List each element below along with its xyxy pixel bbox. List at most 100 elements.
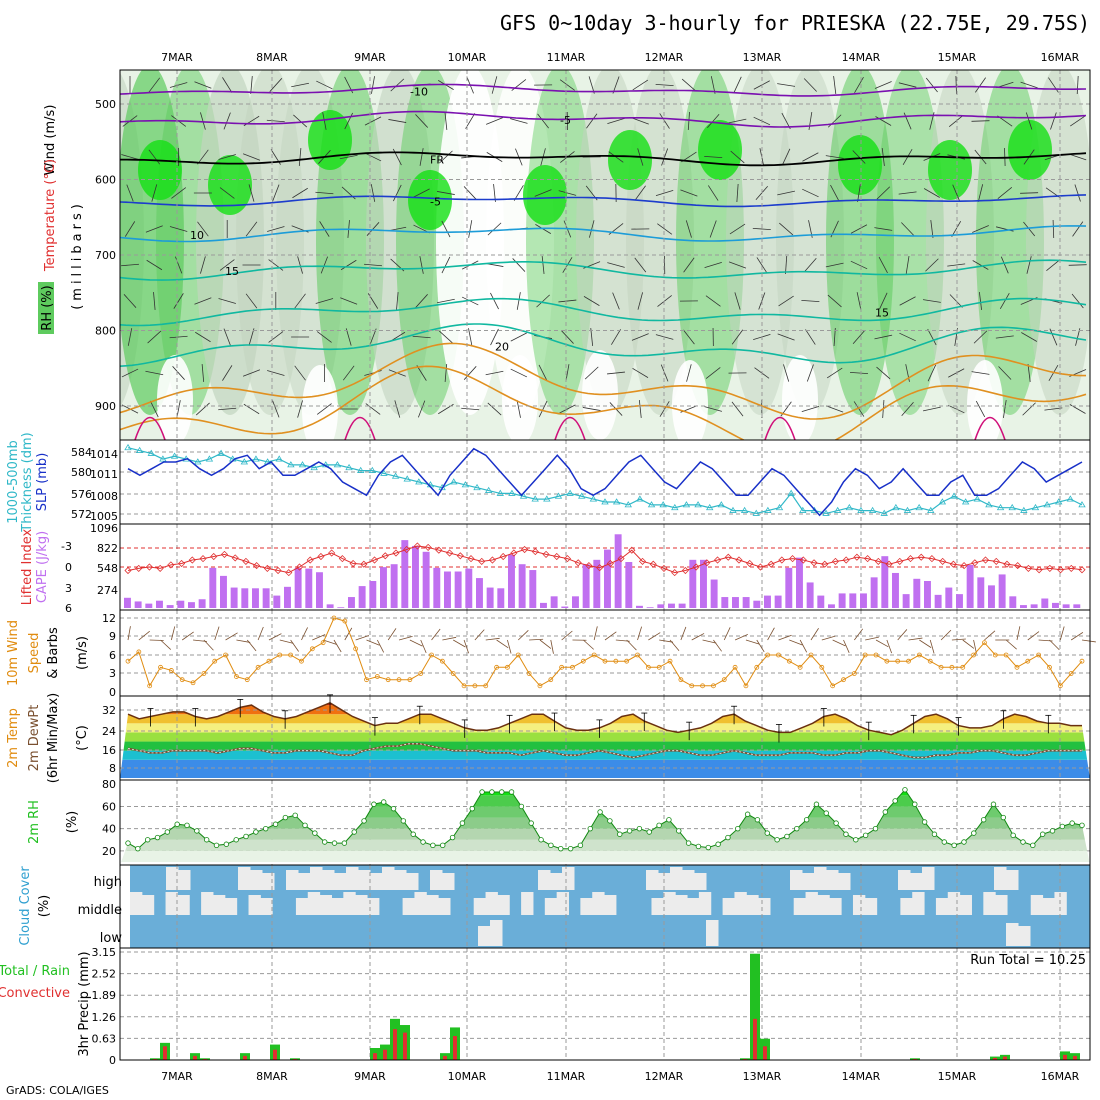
cloud-cell [793, 898, 807, 915]
precip-convective-bar [763, 1046, 767, 1060]
thickness-marker [833, 506, 842, 513]
cloud-cell [1018, 926, 1031, 946]
thickness-tick: 572 [71, 508, 92, 521]
cloud-cell [497, 895, 510, 915]
cloud-cell [995, 895, 1008, 915]
cloud-cell [900, 898, 913, 915]
y-tick-label: 1.89 [92, 989, 117, 1002]
rh-patch [726, 70, 794, 415]
lifted-index-marker [596, 564, 604, 572]
precip-convective-bar [743, 1058, 747, 1060]
rh-marker [666, 817, 672, 823]
wind-speed-marker [255, 664, 261, 670]
wind-barb [971, 120, 990, 122]
rh-patch [776, 70, 844, 415]
wind-barb [878, 256, 888, 274]
cloud-cell [402, 898, 415, 915]
wind-speed-marker [385, 677, 391, 683]
wind-barb [558, 299, 577, 303]
cape-bar [444, 571, 451, 608]
wind-barb [200, 256, 206, 274]
rh-marker [931, 831, 938, 837]
cape-bar [678, 603, 686, 608]
li-tick: 3 [65, 582, 72, 595]
rh-marker [233, 837, 239, 843]
cape-bar [540, 602, 547, 608]
wind-speed-marker [949, 664, 955, 670]
lifted-index-marker [145, 563, 154, 571]
cloud-cell [406, 873, 419, 890]
wind-speed-marker [711, 683, 716, 689]
lifted-index-marker [628, 546, 636, 554]
wind-speed-marker [288, 652, 294, 658]
bottom-date-label: 9MAR [354, 1070, 386, 1083]
cape-bar [316, 572, 323, 608]
wind-barb [298, 147, 302, 167]
wind-speed-marker [244, 677, 250, 683]
lifted-index-marker [971, 559, 979, 567]
wind-barb [706, 113, 720, 129]
rh-marker [833, 820, 839, 826]
wind-barb [339, 154, 358, 160]
warm-contour [134, 416, 166, 440]
rh-marker [626, 828, 633, 834]
wind-barb [364, 116, 382, 126]
wind-barb [733, 76, 742, 94]
wind-barb [849, 371, 869, 375]
cloud-cell [758, 898, 771, 915]
surface-wind-barb [886, 639, 893, 654]
wind-barb [487, 222, 502, 236]
wind-barb [657, 295, 672, 307]
lifted-index-marker [188, 556, 196, 564]
cape-bar [145, 603, 153, 608]
rh-marker [351, 829, 357, 835]
thickness-marker [938, 498, 947, 505]
surface-wind-barb [1081, 639, 1096, 643]
wind-barb [127, 328, 133, 346]
surface-wind-barb [246, 639, 257, 652]
wind-speed-marker [1068, 671, 1074, 676]
cloud-cell [910, 873, 923, 890]
cape-bar [956, 594, 963, 608]
cape-bar [785, 567, 793, 608]
wind-barb [731, 329, 744, 345]
surface-wind-barb [669, 639, 680, 651]
wind-barb [874, 81, 892, 89]
surface-wind-barb [1059, 626, 1065, 641]
lifted-index-marker [692, 563, 700, 571]
cloud-cell [663, 892, 676, 915]
rh-saturated-patch [208, 155, 252, 215]
wind-barb [223, 112, 231, 130]
cloud-cell [864, 898, 878, 915]
lifted-index-marker [231, 554, 239, 562]
precip-axis: 3.15 2.52 1.89 1.26 0.63 0 [92, 946, 117, 1067]
wind-barb [267, 226, 285, 232]
lifted-index-marker [338, 555, 346, 563]
lifted-index-marker [842, 556, 850, 564]
rh-marker [322, 839, 328, 845]
surface-wind-barb [127, 626, 131, 641]
wind-panel: 12 9 6 3 0 10m Wind Speed & Barbs (m/s) [6, 609, 1096, 699]
rh-band [120, 828, 1090, 840]
cloud-cell [238, 867, 251, 890]
wind-barb [340, 259, 357, 271]
wind-speed-marker [765, 652, 771, 658]
cloud-cell [394, 870, 407, 890]
cloud-middle-label: middle [78, 903, 122, 918]
wind-speed-marker [960, 664, 966, 670]
temperature-contour [120, 297, 1087, 327]
rh-band [120, 850, 1090, 862]
wind-speed-marker [819, 664, 825, 670]
wind-label-4: (m/s) [75, 636, 90, 670]
surface-wind-barb [550, 639, 554, 654]
rh-marker [538, 837, 544, 843]
wind-barb [485, 370, 504, 376]
wind-speed-marker [732, 664, 738, 670]
wind-barb [923, 188, 940, 198]
wind-barb [463, 186, 477, 200]
temperature-band [120, 732, 1090, 742]
lifted-index-marker [446, 549, 454, 557]
wind-barb [316, 331, 332, 343]
wind-speed-marker [331, 615, 337, 621]
cloud-cell [343, 892, 356, 915]
